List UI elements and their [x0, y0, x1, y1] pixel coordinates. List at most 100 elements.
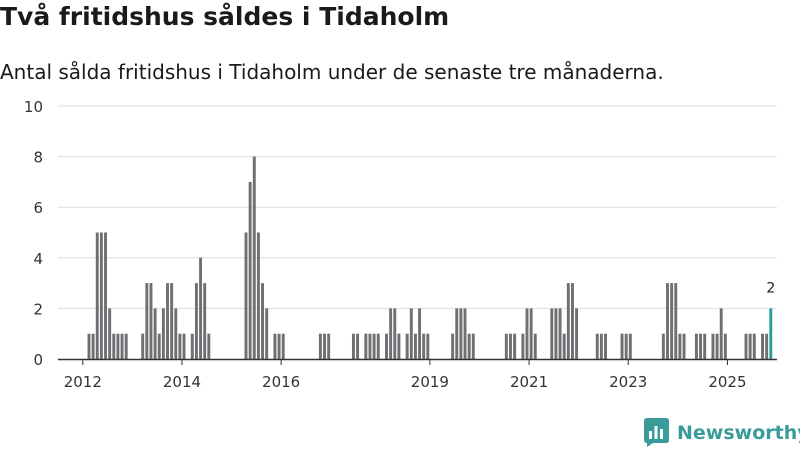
bar: [261, 283, 265, 359]
bar: [463, 308, 467, 359]
bar: [513, 333, 517, 359]
y-tick-label: 8: [33, 149, 43, 167]
bar: [682, 333, 686, 359]
bar: [670, 283, 674, 359]
bar-chart-logo-icon: [644, 418, 669, 447]
bar: [87, 333, 91, 359]
bar: [674, 283, 678, 359]
x-tick-label: 2012: [64, 373, 102, 391]
bar: [120, 333, 124, 359]
bar: [95, 232, 99, 359]
bar: [368, 333, 372, 359]
bar: [471, 333, 475, 359]
bar: [595, 333, 599, 359]
bar: [719, 308, 723, 359]
bar: [550, 308, 554, 359]
bar: [599, 333, 603, 359]
bar: [744, 333, 748, 359]
bar: [397, 333, 401, 359]
bar: [426, 333, 430, 359]
newsworthy-logo: Newsworthy: [644, 418, 800, 447]
bar: [604, 333, 607, 359]
bar: [182, 333, 186, 359]
bar: [455, 308, 459, 359]
x-tick-label: 2014: [163, 373, 201, 391]
bar: [620, 333, 624, 359]
bar: [711, 333, 715, 359]
data-labels: 2: [766, 280, 775, 296]
y-tick-label: 0: [33, 351, 43, 369]
bar: [161, 308, 165, 359]
bar: [628, 333, 632, 359]
bar: [99, 232, 103, 359]
bar: [761, 333, 765, 359]
bar: [752, 333, 756, 359]
bar: [509, 333, 512, 359]
bar: [748, 333, 752, 359]
bar: [661, 333, 665, 359]
y-tick-label: 6: [33, 199, 43, 217]
bar: [459, 308, 463, 359]
bar: [389, 308, 393, 359]
bar: [699, 333, 703, 359]
bar: [351, 333, 355, 359]
bar: [666, 283, 669, 359]
bar: [521, 333, 525, 359]
x-tick-label: 2023: [609, 373, 647, 391]
y-tick-label: 4: [33, 250, 43, 268]
bar: [178, 333, 182, 359]
bar: [575, 308, 579, 359]
bar: [149, 283, 153, 359]
bar: [157, 333, 161, 359]
bars: [87, 156, 773, 359]
bar: [91, 333, 95, 359]
bar: [265, 308, 269, 359]
bar: [566, 283, 570, 359]
bar: [190, 333, 194, 359]
bar: [624, 333, 628, 359]
bar: [364, 333, 368, 359]
x-axis: 2012 2014 2016 2019 2021 2023 2025: [58, 358, 777, 391]
bar: [318, 333, 322, 359]
bar: [327, 333, 331, 359]
bar: [141, 333, 145, 359]
bar: [112, 333, 116, 359]
brand-name: Newsworthy: [677, 421, 800, 444]
bar: [451, 333, 455, 359]
bar: [529, 308, 533, 359]
bar: [376, 333, 380, 359]
bar: [723, 333, 727, 359]
bar: [166, 283, 169, 359]
bar: [694, 333, 698, 359]
y-tick-label: 2: [33, 300, 43, 318]
bar: [244, 232, 248, 359]
bar: [356, 333, 360, 359]
bar: [174, 308, 178, 359]
bar: [170, 283, 174, 359]
bar: [207, 333, 211, 359]
bar: [372, 333, 376, 359]
bar: [199, 257, 203, 359]
bar: [248, 181, 252, 359]
bar: [504, 333, 508, 359]
gridlines: [58, 105, 777, 309]
bar: [715, 333, 719, 359]
bar: [124, 333, 128, 359]
bar: [104, 232, 107, 359]
bar: [393, 308, 397, 359]
bar: [525, 308, 529, 359]
bar: [108, 308, 112, 359]
x-tick-label: 2019: [411, 373, 449, 391]
data-label: 2: [766, 280, 775, 296]
chart-subtitle: Antal sålda fritidshus i Tidaholm under …: [0, 60, 664, 84]
bar-chart: 0 2 4 6 8 10 2 2012 2014 2016 2019 2021 2023 2025: [24, 98, 777, 391]
bar: [418, 308, 422, 359]
bar: [405, 333, 409, 359]
bar: [678, 333, 682, 359]
bar: [252, 156, 256, 359]
bar: [570, 283, 574, 359]
bar: [467, 333, 471, 359]
bar: [422, 333, 426, 359]
bar: [703, 333, 707, 359]
x-tick-label: 2016: [262, 373, 300, 391]
